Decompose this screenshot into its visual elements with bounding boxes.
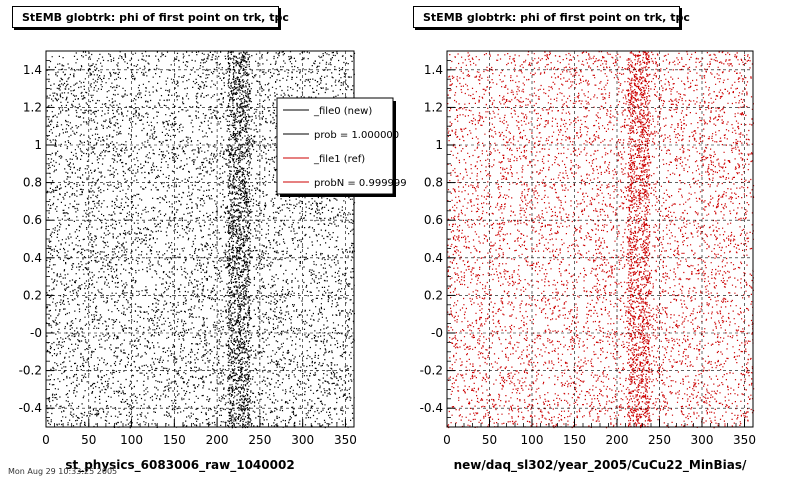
- y-tick-label: -0.4: [19, 401, 42, 415]
- y-tick-label: 1.4: [23, 63, 42, 77]
- x-tick-label: 250: [248, 433, 271, 447]
- y-tick-label: 1: [435, 138, 443, 152]
- x-tick-label: 100: [120, 433, 143, 447]
- y-tick-label: 0.6: [424, 213, 443, 227]
- x-tick-label: 50: [482, 433, 497, 447]
- x-tick-label: 150: [163, 433, 186, 447]
- x-tick-label: 150: [563, 433, 586, 447]
- x-axis-title: new/daq_sl302/year_2005/CuCu22_MinBias/: [454, 458, 747, 473]
- x-tick-label: 350: [733, 433, 756, 447]
- x-tick-label: 0: [42, 433, 50, 447]
- x-tick-label: 300: [691, 433, 714, 447]
- y-tick-label: 0.2: [23, 288, 42, 302]
- x-axis: 0 50 100 150 200 250 300 350: [42, 419, 357, 447]
- y-tick-label: 1: [34, 138, 42, 152]
- y-tick-label: 1.2: [424, 100, 443, 114]
- legend-label: _file0 (new): [313, 106, 372, 117]
- x-tick-label: 200: [606, 433, 629, 447]
- y-axis: -0.4 -0.2 -0 0.2 0.4 0.6 0.8 1 1.2 1.4: [19, 60, 54, 419]
- y-tick-label: 0.4: [23, 251, 42, 265]
- y-tick-label: 0.8: [23, 176, 42, 190]
- x-tick-label: 0: [443, 433, 451, 447]
- y-tick-label: -0.2: [19, 364, 42, 378]
- x-tick-label: 100: [521, 433, 544, 447]
- y-tick-label: -0.2: [420, 364, 443, 378]
- y-tick-label: 0.8: [424, 176, 443, 190]
- y-tick-label: -0: [431, 326, 443, 340]
- legend-label: prob = 1.000000: [314, 130, 399, 141]
- y-tick-label: -0: [30, 326, 42, 340]
- y-axis: -0.4 -0.2 -0 0.2 0.4 0.6 0.8 1 1.2 1.4: [420, 60, 455, 419]
- footer-timestamp: Mon Aug 29 10:33:25 2005: [8, 467, 118, 476]
- y-tick-label: 1.2: [23, 100, 42, 114]
- y-tick-label: 0.4: [424, 251, 443, 265]
- x-tick-label: 300: [291, 433, 314, 447]
- x-tick-label: 350: [334, 433, 357, 447]
- y-tick-label: 1.4: [424, 63, 443, 77]
- x-tick-label: 200: [206, 433, 229, 447]
- x-tick-label: 250: [648, 433, 671, 447]
- y-tick-label: 0.2: [424, 288, 443, 302]
- legend-label: probN = 0.999999: [314, 178, 407, 189]
- scatter-points: [46, 51, 356, 429]
- legend: _file0 (new) prob = 1.000000 _file1 (ref) p…: [276, 97, 407, 197]
- right-chart-title: StEMB globtrk: phi of first point on trk…: [413, 6, 690, 28]
- legend-label: _file1 (ref): [313, 154, 365, 165]
- chart-right: 0 50 100 150 200 250 300 350 -0.4 -0.2 -0 0.2 0.4 0.6…: [420, 50, 756, 473]
- legend-box: [276, 97, 394, 195]
- grid-lines: [446, 51, 753, 427]
- scatter-point-set: [46, 51, 356, 429]
- left-chart-title: StEMB globtrk: phi of first point on trk…: [12, 6, 289, 28]
- x-axis-title: st_physics_6083006_raw_1040002: [65, 458, 294, 473]
- chart-left: 0 50 100 150 200 250 300 350 -0.4 -0.2 -0 0.2 0.4 0.6…: [19, 50, 407, 473]
- x-tick-label: 50: [81, 433, 96, 447]
- y-tick-label: 0.6: [23, 213, 42, 227]
- y-tick-label: -0.4: [420, 401, 443, 415]
- x-axis: 0 50 100 150 200 250 300 350: [443, 419, 756, 447]
